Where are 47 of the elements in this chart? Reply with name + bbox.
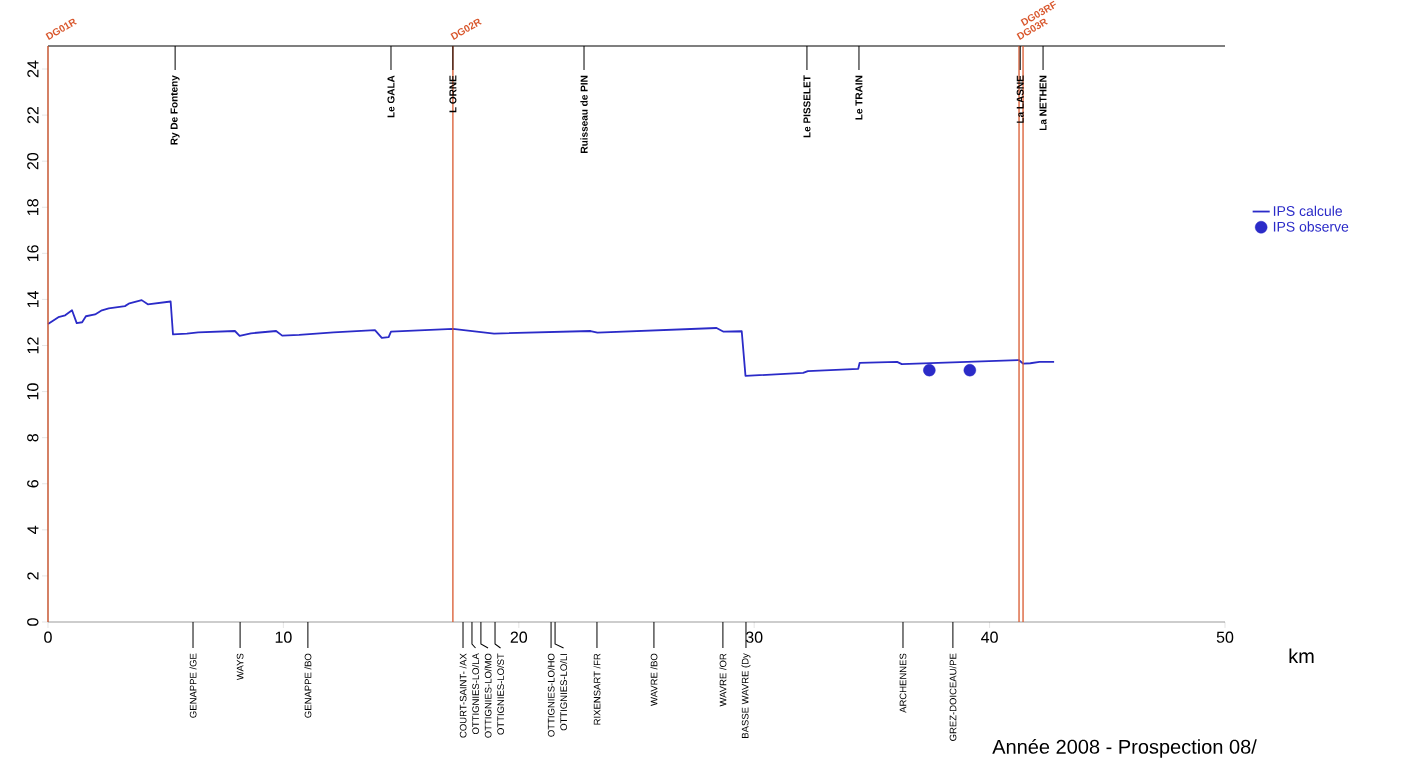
- x-tick-label: 40: [981, 631, 998, 643]
- y-tick-label: 20: [27, 152, 39, 170]
- ref-line-label: OTTIGNIES-LO/LA: [472, 653, 480, 735]
- ref-line-label: Le TRAIN: [855, 75, 863, 120]
- x-tick-label: 30: [745, 631, 763, 643]
- y-tick-label: 22: [27, 107, 39, 124]
- y-tick-label: 8: [27, 433, 39, 442]
- x-tick-label: 10: [275, 631, 292, 643]
- ref-line-label: OTTIGNIES-LO/LI: [560, 654, 568, 731]
- ref-line-label: WAYS: [236, 653, 244, 681]
- y-tick-label: 24: [27, 60, 39, 78]
- ref-line-label: BASSE WAVRE (Dy: [741, 653, 751, 738]
- ref-line-label: Ry De Fonteny: [170, 75, 180, 145]
- y-tick-label: 16: [27, 245, 39, 262]
- ref-line-label: OTTIGNIES-LO/HO: [547, 653, 555, 737]
- text: Année 2008 - Prospection 08/: [992, 738, 1257, 758]
- ref-line-label: Le GALA: [387, 75, 395, 118]
- ref-line-label: L ORNE: [449, 75, 457, 113]
- x-tick-label: 0: [44, 631, 52, 643]
- ref-line-label: WAVRE /OR: [719, 653, 727, 707]
- x-tick-label: 50: [1216, 631, 1234, 643]
- y-tick-label: 14: [27, 291, 39, 308]
- x-tick-label: 20: [510, 631, 528, 643]
- y-tick-label: 10: [27, 383, 39, 400]
- y-tick-label: 4: [27, 525, 39, 534]
- ref-line-label: La NETHEN: [1039, 75, 1047, 131]
- ref-line-label: OTTIGNIES-LO/ST: [497, 653, 505, 735]
- legend-label: IPS observe: [1273, 221, 1349, 232]
- ref-line-label: GREZ-DOICEAU/PE: [949, 653, 957, 741]
- ref-line-label: OTTIGNIES-LO/MO: [484, 653, 492, 738]
- ref-line-label: ARCHENNES: [899, 653, 907, 713]
- ref-line-label: RIXENSART /FR: [593, 653, 601, 725]
- y-tick-label: 2: [27, 572, 39, 580]
- y-tick-label: 18: [27, 199, 39, 215]
- legend-label: IPS calcule: [1273, 205, 1343, 216]
- ref-line-label: WAVRE /BO: [650, 653, 658, 706]
- x-axis-title: km: [1289, 648, 1314, 664]
- y-tick-label: 0: [27, 618, 39, 626]
- ref-line-label: COURT-SAINT- /AX: [459, 653, 467, 738]
- ref-line-label: GENAPPE /BO: [304, 653, 312, 718]
- y-tick-label: 6: [27, 480, 39, 488]
- ref-line-label: Ruisseau de PIN: [580, 75, 588, 153]
- ref-line-label: GENAPPE /GE: [189, 653, 197, 718]
- ref-line-label: Le PISSELET: [803, 75, 811, 138]
- y-tick-label: 12: [27, 337, 39, 354]
- line-series: [47, 299, 1055, 377]
- ref-line-label: La LASNE: [1016, 75, 1024, 123]
